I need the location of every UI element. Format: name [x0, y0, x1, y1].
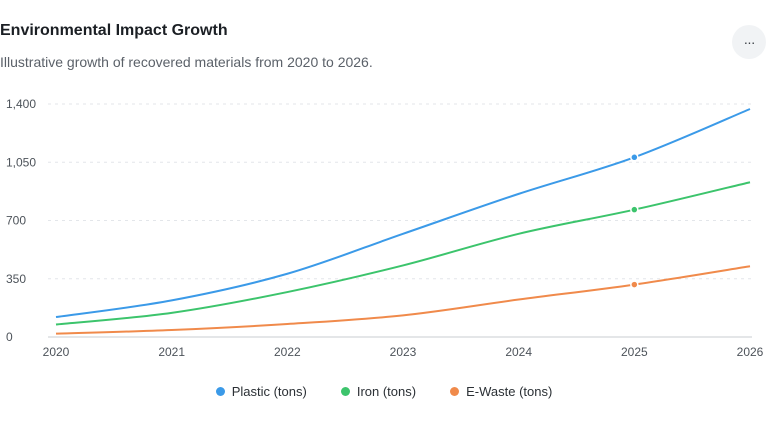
- legend-label: Iron (tons): [356, 384, 417, 399]
- data-point: [630, 205, 639, 214]
- legend-marker: [340, 387, 350, 396]
- x-tick-label: 2022: [274, 345, 301, 359]
- chart-legend: Plastic (tons) Iron (tons) E-Waste (tons): [0, 384, 768, 399]
- chart-subtitle: Illustrative growth of recovered materia…: [0, 54, 373, 70]
- legend-item[interactable]: Iron (tons): [340, 384, 417, 399]
- legend-label: E-Waste (tons): [466, 384, 553, 399]
- y-tick-label: 1,050: [6, 155, 36, 169]
- x-tick-label: 2025: [621, 345, 648, 359]
- x-tick-label: 2020: [43, 345, 70, 359]
- y-tick-label: 700: [6, 214, 26, 228]
- legend-marker: [215, 387, 225, 396]
- series-line: [55, 265, 751, 335]
- legend-marker: [450, 387, 460, 396]
- chart-title: Environmental Impact Growth: [0, 22, 228, 39]
- data-point: [630, 280, 639, 289]
- series-line: [55, 108, 751, 319]
- x-tick-label: 2021: [158, 345, 185, 359]
- x-tick-label: 2024: [505, 345, 532, 359]
- y-tick-label: 350: [6, 272, 26, 286]
- legend-item[interactable]: Plastic (tons): [215, 384, 307, 399]
- x-tick-label: 2026: [737, 345, 764, 359]
- y-tick-label: 0: [6, 330, 13, 344]
- data-point: [630, 153, 639, 162]
- legend-item[interactable]: E-Waste (tons): [450, 384, 552, 399]
- more-horizontal-icon: ···: [743, 34, 756, 50]
- x-tick-label: 2023: [390, 345, 417, 359]
- legend-label: Plastic (tons): [231, 384, 307, 399]
- more-options-button[interactable]: ···: [732, 25, 766, 59]
- y-tick-label: 1,400: [6, 97, 36, 111]
